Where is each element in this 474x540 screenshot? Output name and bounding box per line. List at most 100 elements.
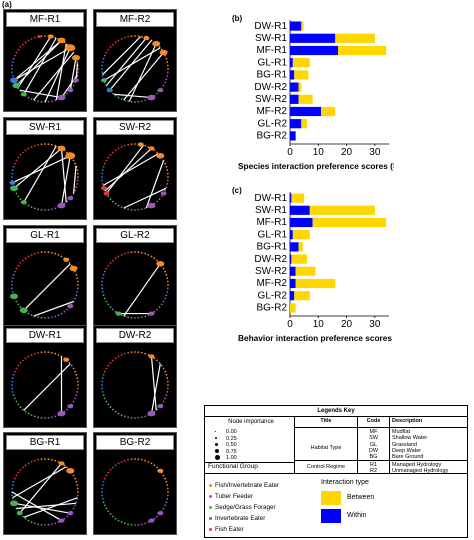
ring-node <box>72 507 75 510</box>
interaction-edge <box>123 263 161 317</box>
node-size-label: 0.25 <box>226 435 237 442</box>
regime-description: Unmanaged Hydrology <box>392 468 449 474</box>
divider <box>205 462 294 463</box>
bar-within <box>290 45 339 56</box>
ring-node <box>68 262 71 264</box>
ring-node <box>112 308 114 311</box>
ring-node <box>30 145 33 148</box>
ring-node <box>17 471 20 474</box>
ring-node <box>144 315 147 318</box>
ring-node <box>102 480 105 483</box>
ring-node <box>11 74 14 77</box>
ring-node <box>134 209 136 211</box>
ring-node <box>130 416 133 419</box>
habitat-code: BG <box>369 454 378 461</box>
ring-node <box>105 474 108 477</box>
interaction-edge <box>33 300 74 317</box>
ring-node <box>137 458 140 461</box>
ring-node <box>40 416 43 419</box>
ring-node <box>76 494 79 497</box>
ring-node <box>76 387 79 390</box>
bar-between <box>295 266 316 276</box>
ring-node <box>144 352 147 355</box>
ring-node <box>37 316 40 319</box>
interaction-edge <box>113 93 152 99</box>
ring-node <box>27 355 30 358</box>
ring-node <box>27 519 30 522</box>
ring-node <box>134 417 136 419</box>
ring-node <box>167 68 169 70</box>
ring-node <box>72 400 75 403</box>
ring-node <box>109 46 112 48</box>
ring-node <box>76 61 79 64</box>
ring-node <box>114 94 117 97</box>
ring-node <box>12 165 15 168</box>
ring-node <box>120 145 123 148</box>
habitat-code: GL <box>369 441 378 448</box>
category-label: MF-R1 <box>256 45 287 56</box>
ring-node <box>112 200 114 203</box>
node-importance-header: Node importance <box>228 419 274 425</box>
between-label: Between <box>347 494 375 501</box>
ring-node <box>117 255 120 258</box>
ring-node <box>57 353 60 356</box>
ring-node <box>22 259 24 262</box>
bar-within <box>290 131 296 141</box>
ring-node <box>30 353 33 356</box>
ring-node <box>11 277 14 280</box>
ring-node <box>107 510 110 513</box>
interaction-edge <box>102 36 142 76</box>
ring-node <box>130 35 133 38</box>
habitat-code: MF <box>369 429 378 435</box>
ring-node <box>11 71 14 74</box>
species-node <box>9 180 16 185</box>
functional-group-label: Functional Group <box>208 463 258 470</box>
interaction-edge <box>23 263 71 311</box>
ring-node <box>76 172 79 175</box>
network-title: SW-R1 <box>6 120 84 135</box>
ring-node <box>47 458 50 461</box>
species-node <box>16 511 23 516</box>
ring-node <box>17 48 20 51</box>
ring-node <box>101 287 104 290</box>
ring-node <box>17 303 20 306</box>
ring-node <box>102 373 105 376</box>
control-regime-label: Control Regime <box>306 464 346 470</box>
ring-node <box>130 208 133 211</box>
ring-node <box>11 68 13 70</box>
ring-node <box>77 176 79 178</box>
ring-node <box>130 351 133 354</box>
ring-node <box>130 316 133 319</box>
ring-node <box>164 370 167 373</box>
ring-node <box>166 287 169 290</box>
ring-node <box>105 367 108 370</box>
ring-node <box>134 251 136 253</box>
ring-node <box>74 189 77 192</box>
ring-node <box>166 71 169 74</box>
bips-chart: DW-R1 SW-R1 MF-R1 GL-R1 BG-R1 DW-R2 SW-R2 MF-R2… <box>234 186 394 358</box>
ring-node <box>17 264 20 267</box>
network-graph <box>101 458 169 526</box>
ring-node <box>60 255 63 258</box>
ring-node <box>114 357 117 360</box>
species-node <box>66 467 75 474</box>
node-size-label: 0.75 <box>226 448 237 455</box>
ring-node <box>74 370 77 373</box>
species-node <box>159 49 168 56</box>
ring-node <box>103 504 106 507</box>
ring-node <box>109 154 112 156</box>
ring-node <box>166 290 169 293</box>
ring-node <box>105 159 108 162</box>
ring-node <box>165 186 168 189</box>
ring-node <box>27 255 30 258</box>
ring-node <box>147 314 150 317</box>
ring-node <box>22 466 24 469</box>
ring-node <box>156 200 158 203</box>
interaction-edge <box>60 148 67 203</box>
ring-node <box>123 252 126 255</box>
ring-node <box>30 37 33 40</box>
ring-node <box>166 277 169 280</box>
panel-label-a: (a) <box>2 0 12 9</box>
ring-node <box>54 99 57 102</box>
